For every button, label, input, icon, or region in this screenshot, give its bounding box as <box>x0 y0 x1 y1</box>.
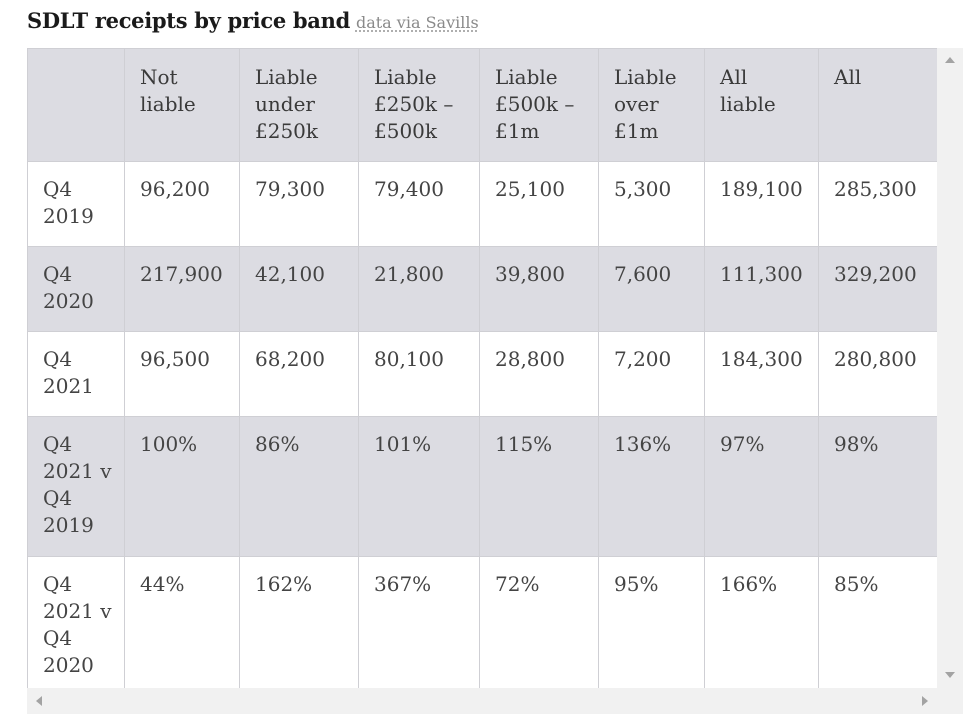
vertical-scrollbar[interactable] <box>937 48 963 688</box>
column-header: Liable under £250k <box>239 48 359 162</box>
table-viewport: Not liable Liable under £250k Liable £25… <box>27 48 937 688</box>
table-cell: 100% <box>124 416 240 557</box>
sdlt-table: Not liable Liable under £250k Liable £25… <box>27 48 937 688</box>
table-cell: 7,200 <box>598 331 705 417</box>
table-row: Q4 2021 v Q4 2019 100% 86% 101% 115% 136… <box>27 416 937 557</box>
table-scroll-container[interactable]: Not liable Liable under £250k Liable £25… <box>27 48 963 714</box>
table-cell: 5,300 <box>598 161 705 247</box>
table-cell: 189,100 <box>704 161 819 247</box>
table-cell: 7,600 <box>598 246 705 332</box>
table-cell: 42,100 <box>239 246 359 332</box>
table-cell: 115% <box>479 416 599 557</box>
table-cell: 28,800 <box>479 331 599 417</box>
column-header: Liable £250k – £500k <box>358 48 480 162</box>
column-header: All liable <box>704 48 819 162</box>
table-cell: 184,300 <box>704 331 819 417</box>
table-cell: 72% <box>479 556 599 688</box>
table-cell: 101% <box>358 416 480 557</box>
column-header: Not liable <box>124 48 240 162</box>
chevron-left-icon[interactable] <box>36 696 42 706</box>
table-cell: 85% <box>818 556 937 688</box>
column-header: Liable over £1m <box>598 48 705 162</box>
table-cell: 217,900 <box>124 246 240 332</box>
table-cell: 79,300 <box>239 161 359 247</box>
table-cell: 25,100 <box>479 161 599 247</box>
row-label: Q4 2019 <box>27 161 125 247</box>
table-cell: 95% <box>598 556 705 688</box>
table-cell: 97% <box>704 416 819 557</box>
row-label: Q4 2020 <box>27 246 125 332</box>
table-header-row: Not liable Liable under £250k Liable £25… <box>27 48 937 162</box>
table-cell: 98% <box>818 416 937 557</box>
horizontal-scrollbar[interactable] <box>27 688 937 714</box>
column-header <box>27 48 125 162</box>
chevron-down-icon[interactable] <box>945 672 955 678</box>
table-cell: 21,800 <box>358 246 480 332</box>
table-cell: 86% <box>239 416 359 557</box>
page-title: SDLT receipts by price band <box>27 8 350 33</box>
table-cell: 280,800 <box>818 331 937 417</box>
table-row: Q4 2021 96,500 68,200 80,100 28,800 7,20… <box>27 331 937 417</box>
table-cell: 285,300 <box>818 161 937 247</box>
table-cell: 96,200 <box>124 161 240 247</box>
table-cell: 44% <box>124 556 240 688</box>
table-cell: 96,500 <box>124 331 240 417</box>
column-header: Liable £500k – £1m <box>479 48 599 162</box>
chevron-right-icon[interactable] <box>922 696 928 706</box>
table-cell: 136% <box>598 416 705 557</box>
scrollbar-corner <box>937 688 963 714</box>
table-row: Q4 2019 96,200 79,300 79,400 25,100 5,30… <box>27 161 937 247</box>
source-link[interactable]: data via Savills <box>355 13 479 32</box>
row-label: Q4 2021 <box>27 331 125 417</box>
page-header: SDLT receipts by price band data via Sav… <box>27 8 479 44</box>
table-cell: 80,100 <box>358 331 480 417</box>
table-cell: 329,200 <box>818 246 937 332</box>
row-label: Q4 2021 v Q4 2020 <box>27 556 125 688</box>
table-cell: 39,800 <box>479 246 599 332</box>
table-cell: 111,300 <box>704 246 819 332</box>
row-label: Q4 2021 v Q4 2019 <box>27 416 125 557</box>
table-row: Q4 2021 v Q4 2020 44% 162% 367% 72% 95% … <box>27 556 937 688</box>
column-header: All <box>818 48 937 162</box>
table-cell: 68,200 <box>239 331 359 417</box>
table-cell: 166% <box>704 556 819 688</box>
table-cell: 367% <box>358 556 480 688</box>
table-row: Q4 2020 217,900 42,100 21,800 39,800 7,6… <box>27 246 937 332</box>
table-cell: 79,400 <box>358 161 480 247</box>
chevron-up-icon[interactable] <box>945 57 955 63</box>
table-cell: 162% <box>239 556 359 688</box>
